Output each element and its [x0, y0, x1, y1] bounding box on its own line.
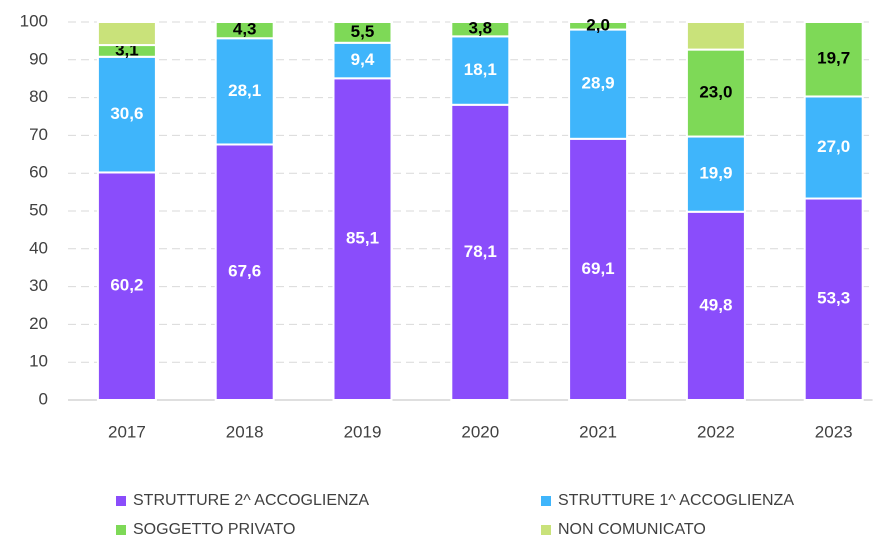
bar-segment [685, 21, 746, 51]
y-tick-label: 70 [29, 125, 48, 144]
bar-segment [568, 21, 629, 31]
x-tick-label: 2021 [579, 422, 617, 441]
x-tick-label: 2022 [697, 422, 735, 441]
y-tick-label: 20 [29, 314, 48, 333]
data-label: 53,3 [817, 289, 850, 308]
data-label: 5,5 [351, 22, 375, 41]
data-label: 23,0 [699, 83, 732, 102]
bar-segment [332, 21, 393, 44]
bar-segment [685, 135, 746, 213]
y-tick-label: 100 [20, 11, 48, 30]
y-tick-label: 50 [29, 200, 48, 219]
data-label: 49,8 [699, 295, 732, 314]
bar-segment [685, 48, 746, 138]
x-tick-label: 2019 [344, 422, 382, 441]
data-label: 27,0 [817, 137, 850, 156]
bar-segment [568, 137, 629, 401]
bar-segment [803, 197, 864, 401]
y-tick-label: 90 [29, 49, 48, 68]
legend-swatch [541, 496, 551, 506]
bar-segment [214, 21, 275, 40]
data-label: 19,9 [699, 164, 732, 183]
bar-segment [96, 171, 157, 401]
data-label: 19,7 [817, 49, 850, 68]
y-tick-label: 60 [29, 163, 48, 182]
legend-swatch [116, 525, 126, 535]
bar-segment [450, 35, 511, 106]
data-label: 9,4 [351, 50, 375, 69]
data-label: 18,1 [464, 60, 497, 79]
bar-segment [214, 37, 275, 146]
y-tick-label: 80 [29, 87, 48, 106]
legend-label: STRUTTURE 1^ ACCOGLIENZA [558, 492, 794, 509]
y-tick-label: 0 [39, 389, 48, 408]
x-tick-label: 2018 [226, 422, 264, 441]
legend-label: SOGGETTO PRIVATO [133, 521, 295, 538]
x-tick-label: 2023 [815, 422, 853, 441]
data-label: 69,1 [582, 259, 615, 278]
bar-segment [214, 143, 275, 401]
y-tick-label: 10 [29, 352, 48, 371]
data-label: 2,0 [586, 15, 610, 34]
bar-segment [450, 21, 511, 38]
legend-swatch [116, 496, 126, 506]
bar-segment [568, 28, 629, 140]
x-tick-label: 2020 [461, 422, 499, 441]
legend-label: STRUTTURE 2^ ACCOGLIENZA [133, 492, 369, 509]
data-label: 60,2 [110, 276, 143, 295]
data-label: 30,6 [110, 104, 143, 123]
y-tick-label: 40 [29, 238, 48, 257]
x-tick-label: 2017 [108, 422, 146, 441]
data-label: 3,8 [468, 19, 492, 38]
data-label: 67,6 [228, 262, 261, 281]
data-label: 28,9 [582, 74, 615, 93]
legend-swatch [541, 525, 551, 535]
bar-segment [685, 210, 746, 401]
bar-segment [332, 77, 393, 402]
bar-segment [96, 55, 157, 174]
bar-segment [803, 21, 864, 98]
bar-segment [803, 95, 864, 200]
y-tick-label: 30 [29, 276, 48, 295]
bar-segment [332, 41, 393, 80]
data-label: 85,1 [346, 229, 379, 248]
data-label: 78,1 [464, 242, 497, 261]
bar-segment [96, 21, 157, 47]
data-label: 4,3 [233, 20, 257, 39]
data-label: 28,1 [228, 81, 261, 100]
legend-label: NON COMUNICATO [558, 521, 706, 538]
